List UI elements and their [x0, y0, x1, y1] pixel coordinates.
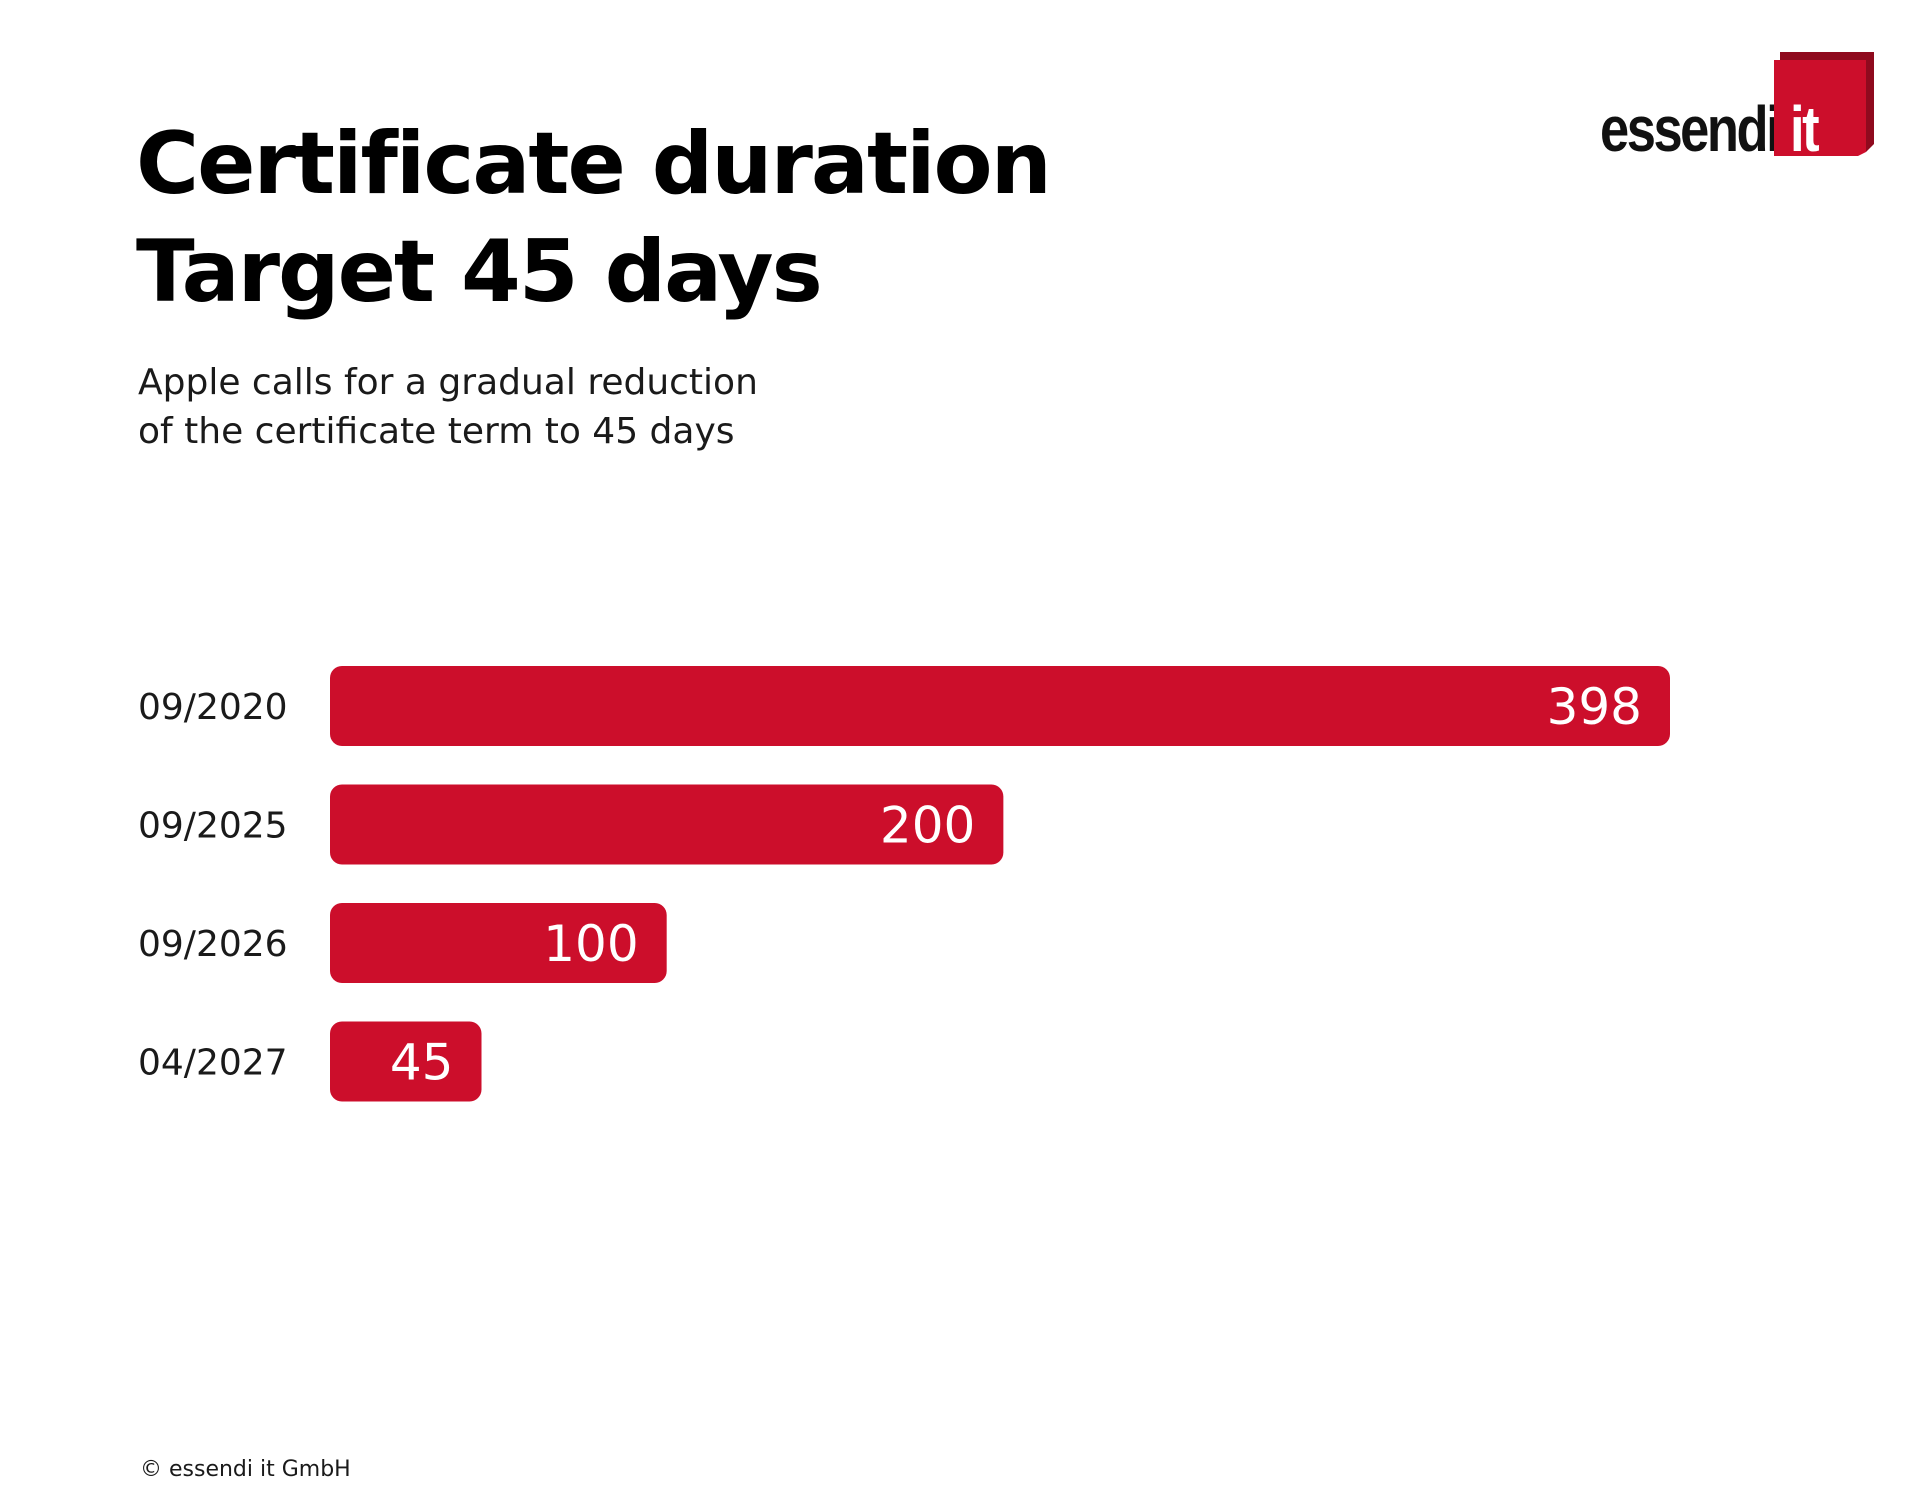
bar-value-label: 100 — [543, 915, 638, 973]
category-label: 09/2026 — [138, 924, 288, 965]
category-label: 04/2027 — [138, 1043, 288, 1084]
essendi-logo: essendi it — [1600, 52, 1880, 164]
bar — [330, 784, 1004, 865]
bar — [330, 903, 667, 983]
logo-red-block — [1774, 52, 1874, 156]
bar-value-label: 200 — [880, 797, 975, 855]
bar-value-label: 398 — [1547, 678, 1642, 736]
bar-value-label: 45 — [390, 1034, 454, 1092]
category-label: 09/2025 — [138, 806, 288, 847]
copyright-footer: © essendi it GmbH — [140, 1457, 351, 1482]
title-line-2: Target 45 days — [136, 222, 823, 322]
subtitle: Apple calls for a gradual reduction of t… — [138, 358, 758, 456]
subtitle-line-2: of the certificate term to 45 days — [138, 411, 735, 452]
subtitle-line-1: Apple calls for a gradual reduction — [138, 362, 758, 403]
bar — [330, 1021, 482, 1102]
title-line-1: Certificate duration — [136, 114, 1052, 214]
logo-it-text: it — [1790, 93, 1820, 165]
page-title: Certificate duration Target 45 days — [136, 110, 1052, 326]
category-label: 09/2020 — [138, 687, 288, 728]
bar — [330, 666, 1670, 746]
logo-wordmark: essendi — [1600, 93, 1781, 165]
